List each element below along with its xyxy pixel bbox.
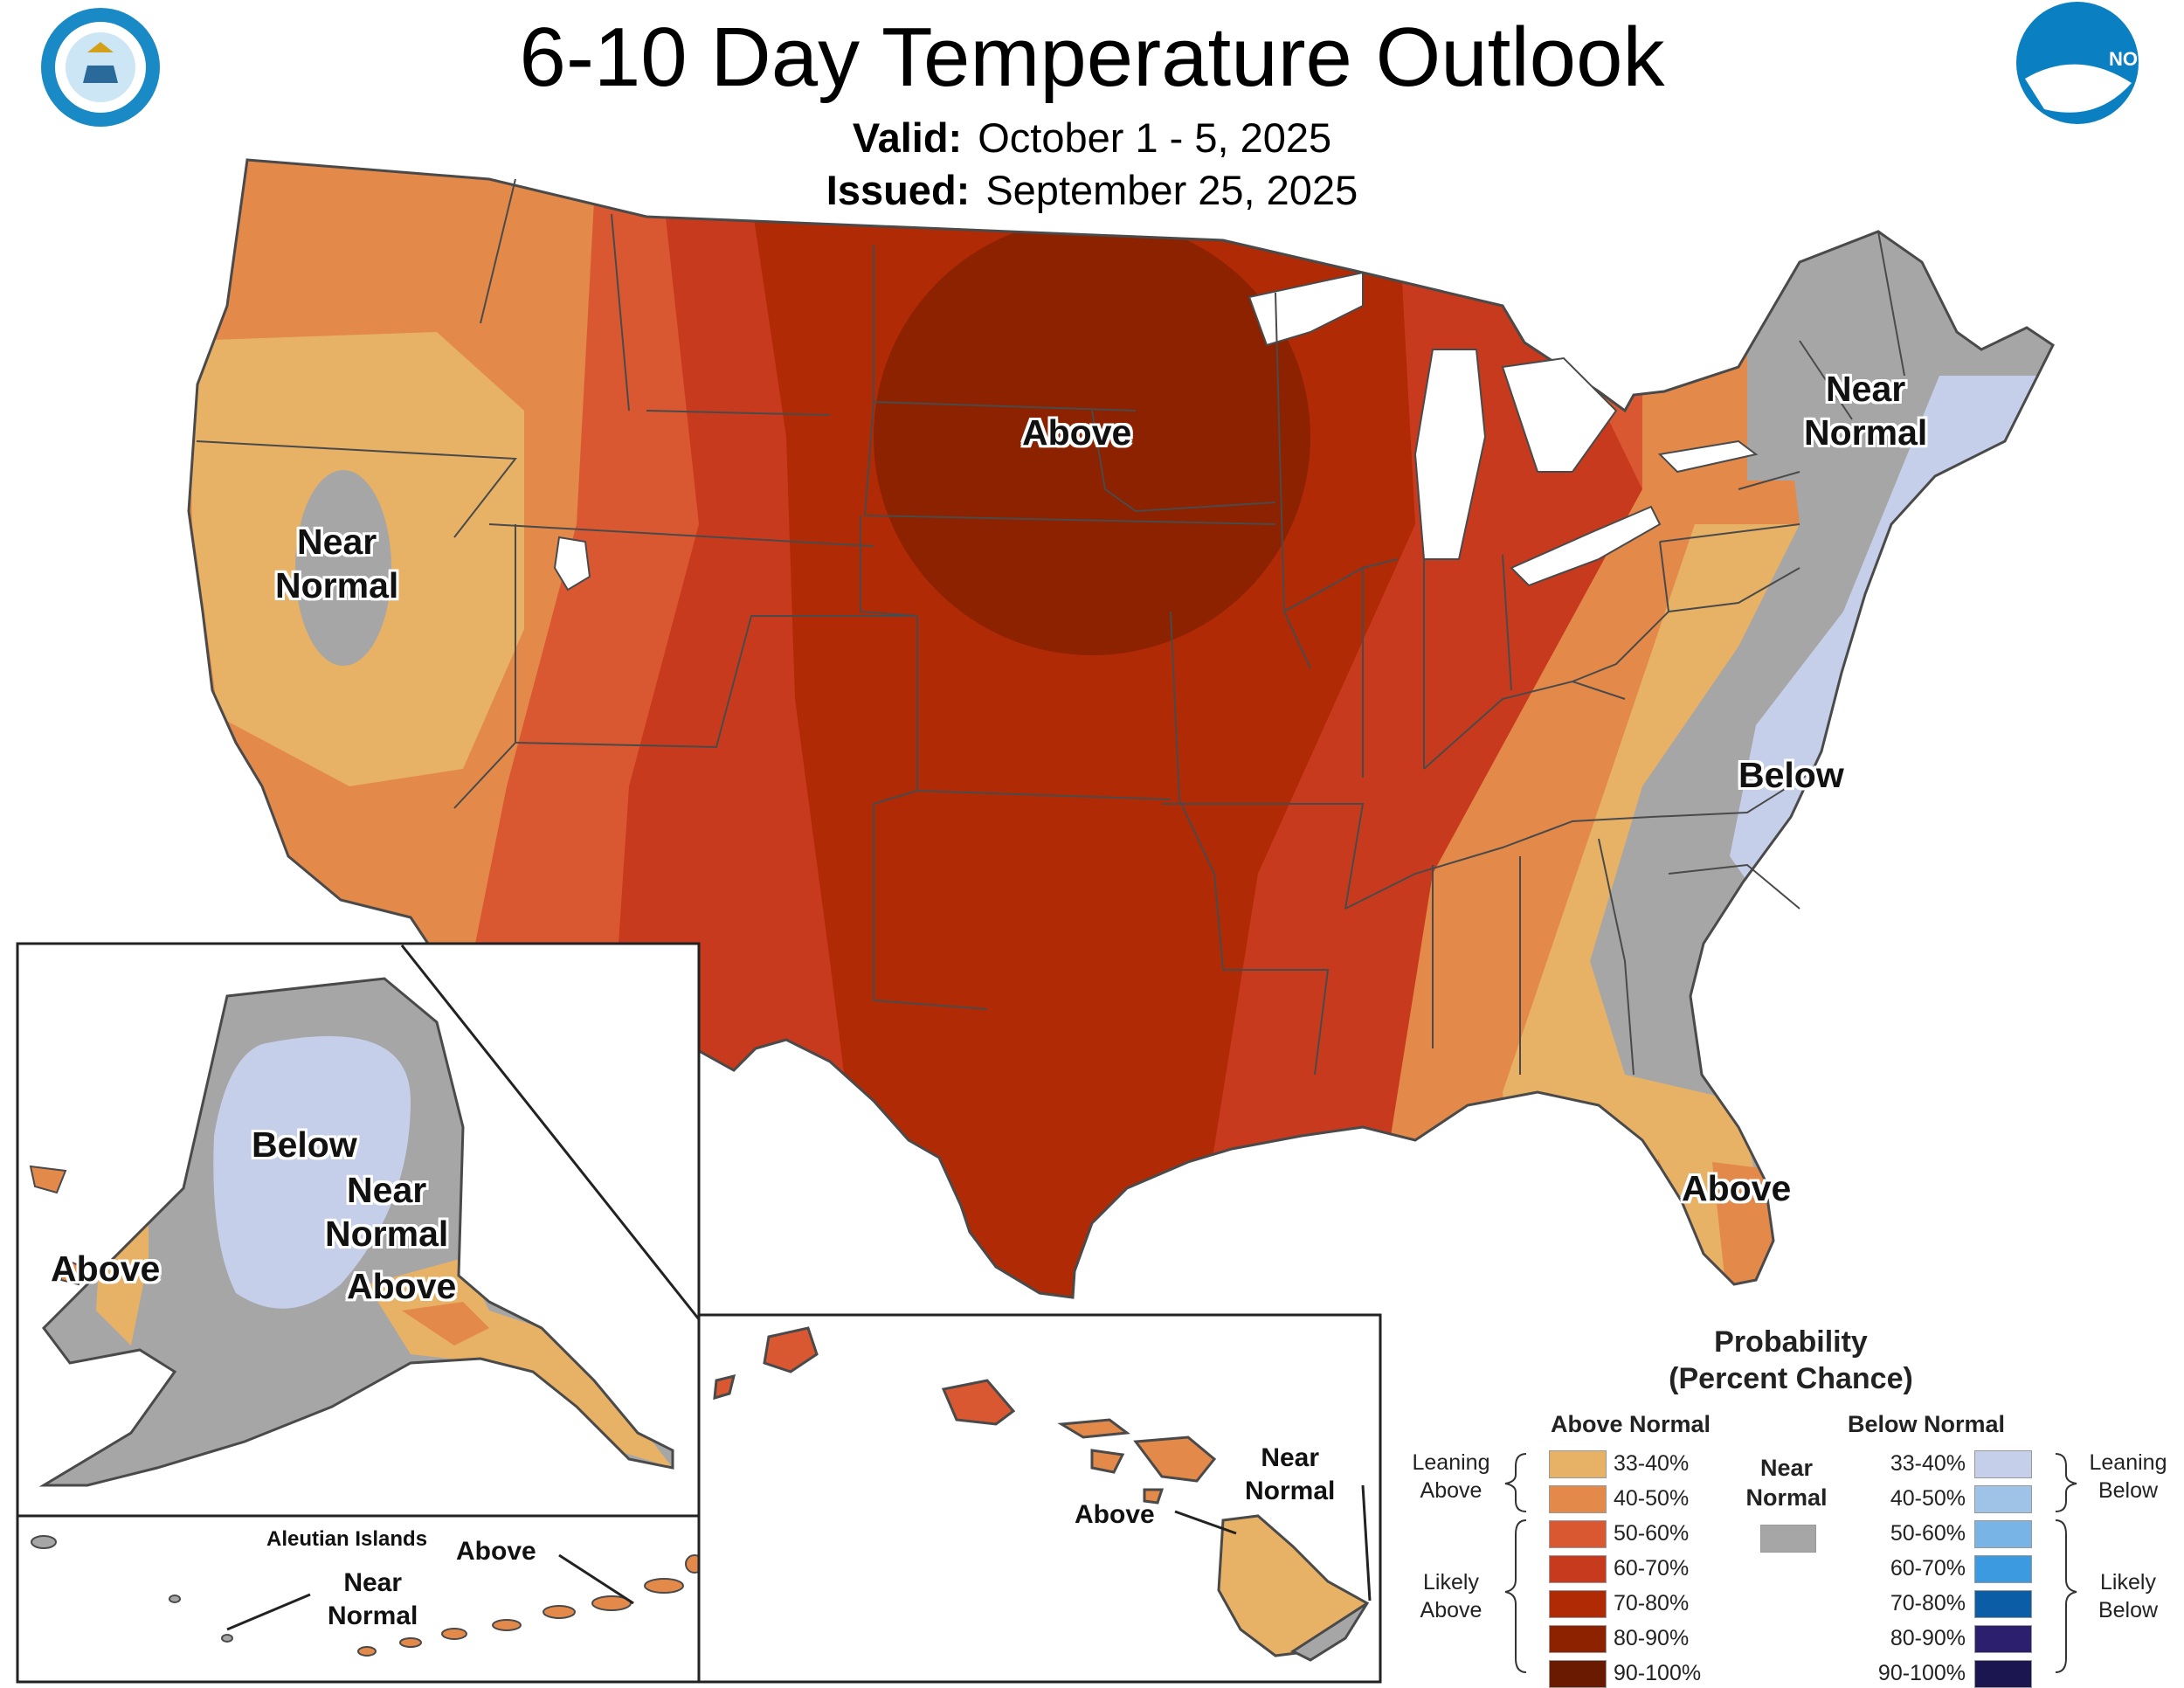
alaska-below-label: Below (252, 1124, 357, 1165)
above-range-3: 60-70% (1614, 1556, 1690, 1581)
conus-below-label: Below (1738, 755, 1844, 795)
above-swatch-5 (1549, 1625, 1607, 1653)
nunivak-island (60, 1256, 85, 1286)
above-range-5: 80-90% (1614, 1626, 1690, 1650)
alaska-above-west-label: Above (51, 1249, 161, 1289)
below-swatch-6 (1974, 1660, 2032, 1688)
conus-above-label: Above (1022, 412, 1132, 453)
legend-title-line2: (Percent Chance) (1669, 1362, 1913, 1395)
band-west-near-normal (295, 470, 391, 666)
alaska-near-normal-label: Near Normal (325, 1170, 449, 1254)
above-swatch-1 (1549, 1485, 1607, 1513)
aleutian-near-normal-label: Near Normal (328, 1568, 418, 1630)
hawaii-above-pointer (1174, 1510, 1237, 1535)
hawaii-near-normal-label: Near Normal (1245, 1443, 1336, 1505)
band-80-90 (874, 218, 1310, 655)
above-swatch-2 (1549, 1520, 1607, 1548)
department-of-commerce-seal (41, 8, 160, 127)
noaa-logo-text: NOAA (2109, 48, 2166, 70)
valid-dates: Valid: October 1 - 5, 2025 (0, 112, 2184, 164)
below-swatch-3 (1974, 1555, 2032, 1583)
conus-near-normal-west-label: Near Normal (275, 522, 399, 605)
aleutian-near-pointer (226, 1593, 311, 1631)
issued-label: Issued: (826, 167, 971, 213)
alaska-leader-line (400, 944, 701, 1320)
legend-near-header: Near Normal (1745, 1455, 1828, 1511)
below-swatch-1 (1974, 1485, 2032, 1513)
issued-date: Issued: September 25, 2025 (0, 164, 2184, 217)
below-range-1: 40-50% (1890, 1486, 1966, 1511)
legend-leaning-below: Leaning Below (2089, 1450, 2167, 1503)
legend-leaning-above: Leaning Above (1412, 1450, 1490, 1503)
lake-huron (1501, 356, 1618, 473)
below-swatch-2 (1974, 1520, 2032, 1548)
legend-below-header: Below Normal (1848, 1411, 2006, 1437)
great-salt-lake (553, 536, 591, 591)
above-range-1: 40-50% (1614, 1486, 1690, 1511)
alaska-above-south-label: Above (347, 1266, 457, 1306)
legend-above-header: Above Normal (1551, 1411, 1711, 1437)
alaska-below-fill (213, 1035, 411, 1309)
legend-right-braces (2055, 1453, 2077, 1673)
legend-near-swatch (1760, 1525, 1816, 1553)
issued-value: September 25, 2025 (985, 167, 1358, 213)
below-swatch-5 (1974, 1625, 2032, 1653)
noaa-logo (2016, 2, 2139, 124)
state-borders (196, 178, 1905, 1076)
legend-title-line1: Probability (1714, 1325, 1868, 1359)
below-swatch-0 (1974, 1450, 2032, 1478)
legend-likely-below: Likely Below (2098, 1570, 2159, 1622)
below-range-6: 90-100% (1877, 1661, 1966, 1685)
lake-erie (1510, 505, 1662, 587)
above-swatch-0 (1549, 1450, 1607, 1478)
hawaii-near-pointer (1361, 1484, 1372, 1602)
lake-superior (1248, 271, 1364, 347)
aleutian-above-label: Above (456, 1537, 536, 1566)
above-range-4: 70-80% (1614, 1591, 1690, 1615)
conus-above-florida-label: Above (1682, 1168, 1792, 1208)
legend-left-braces (1504, 1453, 1527, 1673)
below-range-2: 50-60% (1890, 1521, 1966, 1546)
below-range-4: 70-80% (1890, 1591, 1966, 1615)
below-swatch-4 (1974, 1590, 2032, 1618)
above-swatch-4 (1549, 1590, 1607, 1618)
st-lawrence-island (29, 1165, 67, 1194)
below-range-0: 33-40% (1890, 1451, 1966, 1476)
above-swatch-6 (1549, 1660, 1607, 1688)
aleutian-above-pointer (558, 1553, 634, 1605)
valid-label: Valid: (852, 114, 963, 161)
aleutian-islands (31, 1535, 704, 1657)
alaska-south-40-50 (402, 1302, 489, 1346)
above-swatch-3 (1549, 1555, 1607, 1583)
above-range-0: 33-40% (1614, 1451, 1690, 1476)
above-range-2: 50-60% (1614, 1521, 1690, 1546)
lake-ontario (1657, 439, 1759, 474)
above-range-6: 90-100% (1614, 1661, 1702, 1685)
valid-value: October 1 - 5, 2025 (978, 114, 1332, 161)
page-title: 6-10 Day Temperature Outlook (519, 10, 1665, 104)
aleutian-title: Aleutian Islands (266, 1527, 428, 1551)
below-range-3: 60-70% (1890, 1556, 1966, 1581)
probability-legend: Probability (Percent Chance) Above Norma… (1402, 1324, 2180, 1688)
below-range-5: 80-90% (1890, 1626, 1966, 1650)
hawaii-above-label: Above (1075, 1500, 1155, 1529)
aleutian-inset-frame (16, 1514, 701, 1684)
hawaii-islands (713, 1326, 1370, 1662)
lake-michigan (1413, 349, 1487, 560)
conus-near-normal-northeast-label: Near Normal (1804, 369, 1928, 453)
alaska-outline (38, 977, 674, 1487)
legend-likely-above: Likely Above (1420, 1570, 1482, 1622)
